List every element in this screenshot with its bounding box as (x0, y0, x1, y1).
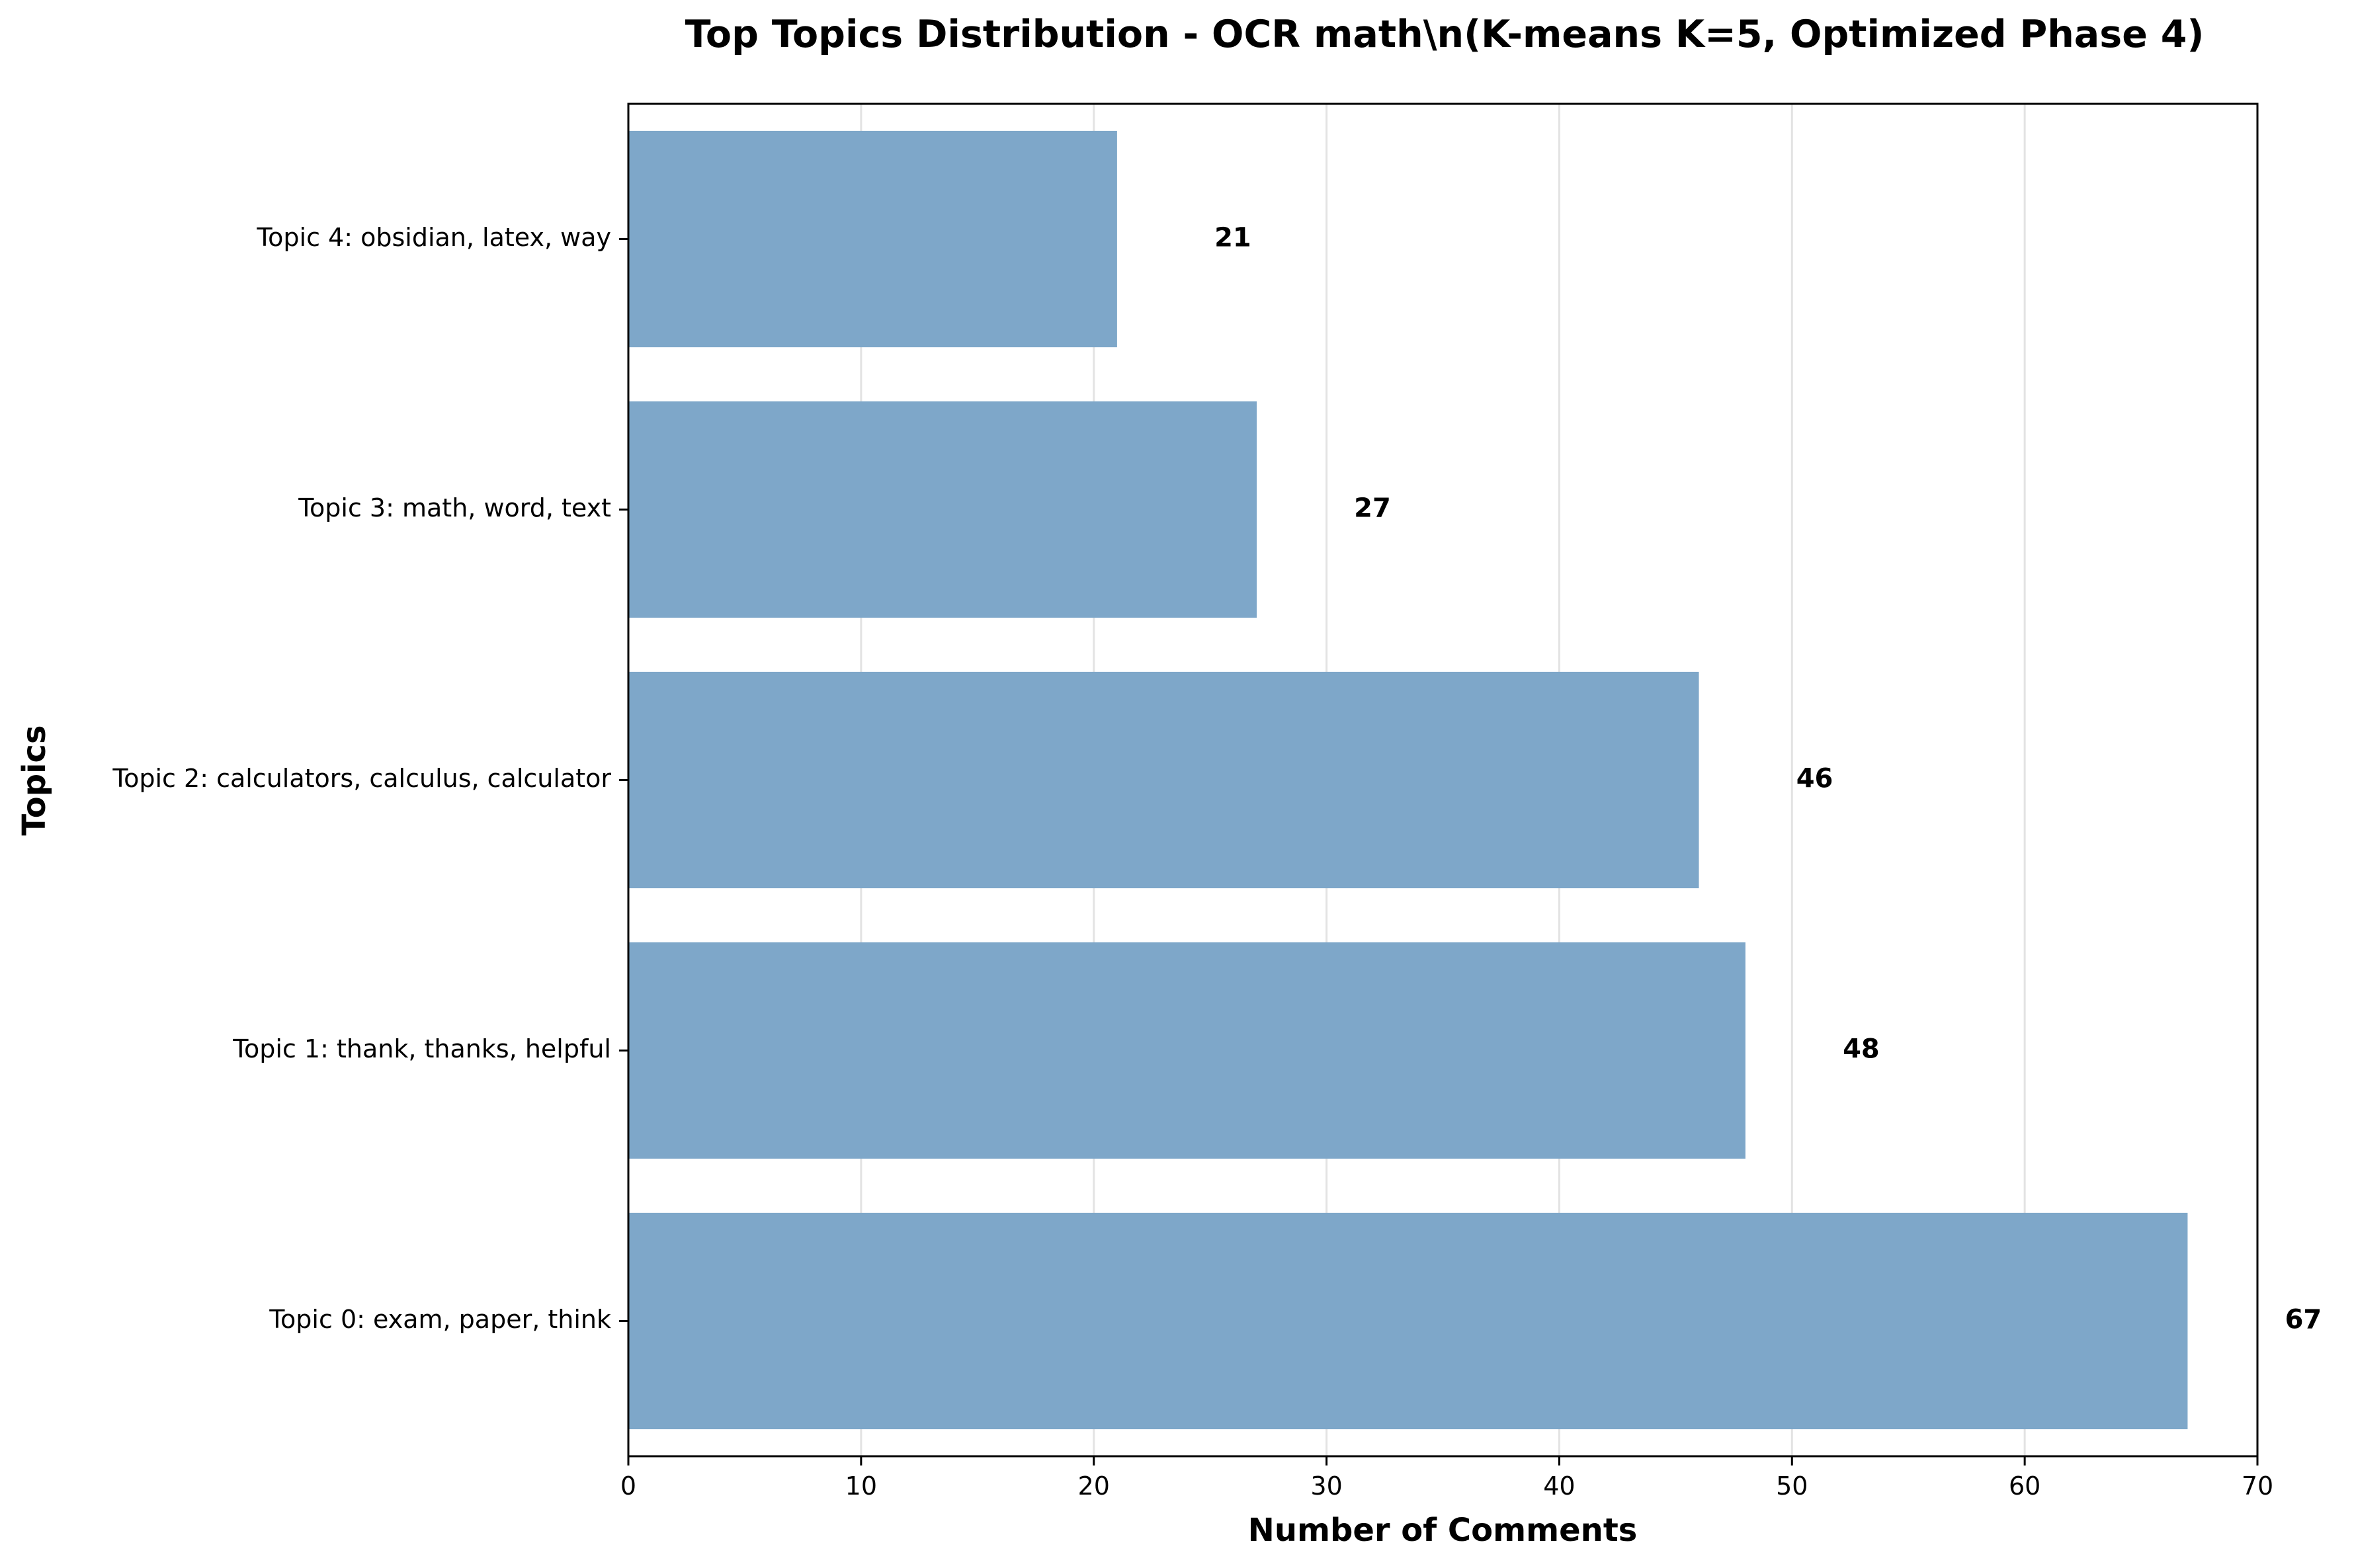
bar (628, 401, 1257, 618)
bars (628, 130, 2188, 1430)
x-tick-label: 0 (620, 1471, 636, 1501)
y-axis-ticks: Topic 0: exam, paper, think Topic 1: than… (112, 223, 628, 1334)
x-axis-ticks: 0 10 20 30 40 50 60 70 (620, 1456, 2273, 1501)
x-tick-label: 30 (1310, 1471, 1342, 1501)
y-tick-label: Topic 0: exam, paper, think (269, 1305, 611, 1334)
data-label: 67 (2285, 1305, 2322, 1335)
x-axis-label: Number of Comments (1248, 1512, 1638, 1549)
x-tick-label: 20 (1078, 1471, 1110, 1501)
y-tick-label: Topic 1: thank, thanks, helpful (232, 1034, 611, 1063)
bar (628, 1212, 2188, 1430)
data-label: 27 (1354, 493, 1391, 524)
x-tick-label: 50 (1776, 1471, 1808, 1501)
x-tick-label: 60 (2009, 1471, 2040, 1501)
y-tick-label: Topic 2: calculators, calculus, calculat… (112, 764, 611, 793)
x-tick-label: 70 (2242, 1471, 2273, 1501)
x-tick-label: 10 (845, 1471, 877, 1501)
bar (628, 671, 1699, 889)
bar (628, 942, 1745, 1159)
y-axis-label: Topics (16, 725, 53, 835)
data-labels: 67 48 46 27 21 (1214, 223, 2322, 1335)
data-label: 46 (1796, 764, 1833, 794)
x-tick-label: 40 (1543, 1471, 1575, 1501)
data-label: 48 (1843, 1034, 1880, 1065)
chart-title: Top Topics Distribution - OCR math\n(K-m… (685, 13, 2205, 56)
bar (628, 130, 1117, 348)
y-tick-label: Topic 4: obsidian, latex, way (256, 223, 611, 252)
data-label: 21 (1214, 223, 1251, 253)
y-tick-label: Topic 3: math, word, text (298, 493, 611, 522)
